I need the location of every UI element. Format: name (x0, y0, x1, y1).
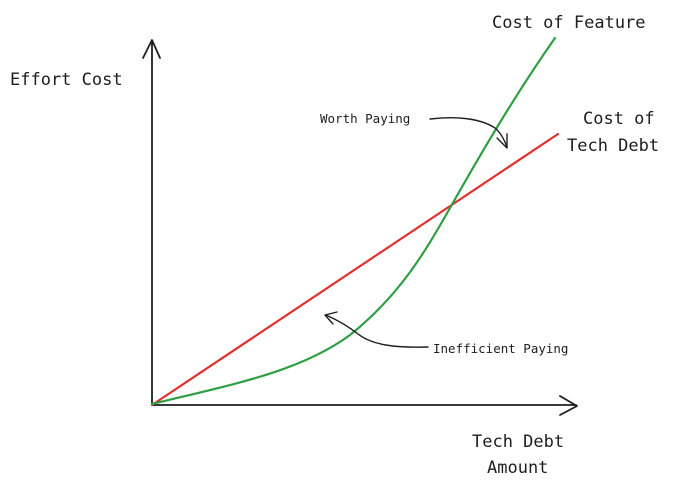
x-axis-label-line1: Tech Debt (472, 432, 564, 452)
y-axis (142, 39, 161, 406)
worth-paying-label: Worth Paying (320, 111, 410, 126)
y-axis-label: Effort Cost (10, 70, 123, 90)
inefficient-paying-arrow (324, 311, 429, 348)
feature-cost-curve (150, 36, 557, 406)
x-axis-label-line2: Amount (487, 458, 548, 478)
x-axis (151, 395, 578, 416)
inefficient-paying-label: Inefficient Paying (433, 341, 568, 356)
debt-line-label-line1: Cost of (583, 109, 655, 129)
tech-debt-cost-line (150, 132, 560, 407)
feature-curve-label: Cost of Feature (492, 13, 646, 33)
worth-paying-arrow (429, 117, 508, 149)
debt-line-label-line2: Tech Debt (567, 136, 659, 156)
